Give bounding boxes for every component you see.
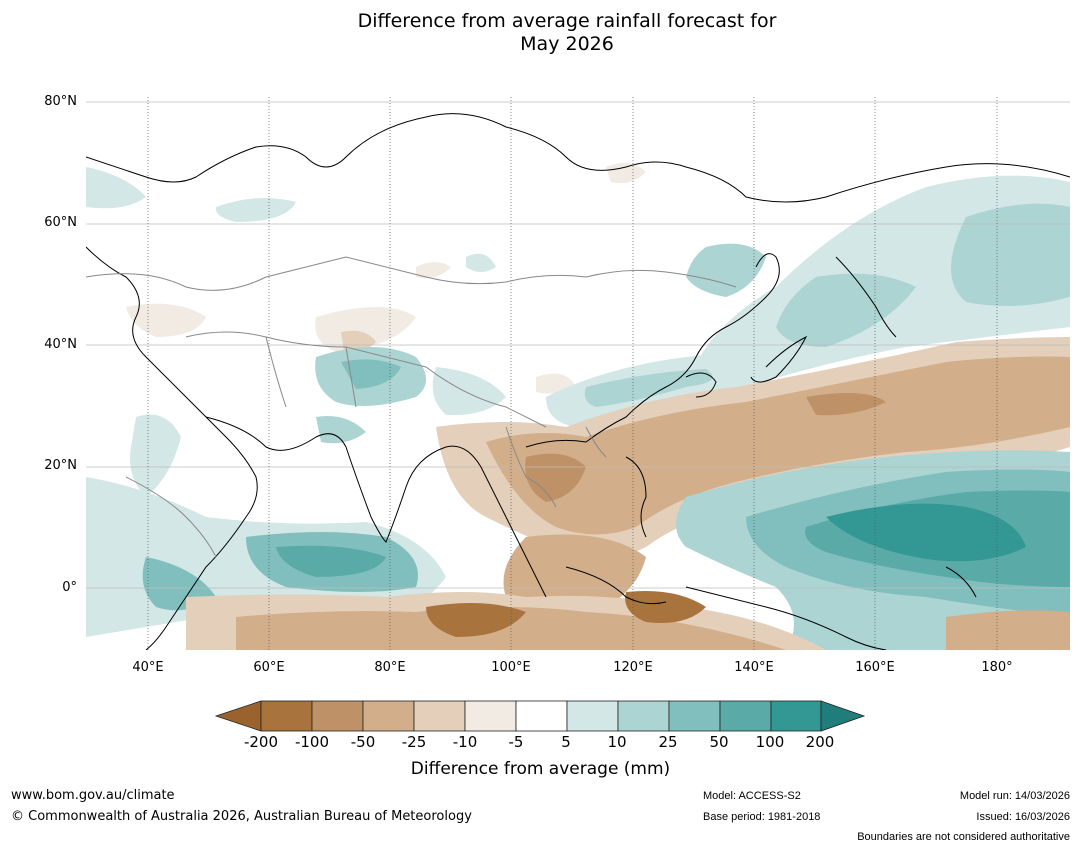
copyright-text: © Commonwealth of Australia 2026, Austra… [11, 809, 472, 824]
boundary-disclaimer: Boundaries are not considered authoritat… [857, 831, 1070, 843]
lon-label-100e: 100°E [491, 660, 531, 675]
colorbar-tick-50: 50 [709, 733, 729, 751]
map-canvas [86, 97, 1070, 650]
colorbar-tick-minus-5: -5 [508, 733, 524, 751]
graticule [86, 97, 1070, 650]
colorbar-swatch-100-50 [311, 700, 364, 732]
colorbar-tick-5: 5 [561, 733, 571, 751]
lon-label-120e: 120°E [613, 660, 653, 675]
northern-anomaly-shading [86, 163, 1070, 392]
title-line-1: Difference from average rainfall forecas… [357, 10, 777, 32]
lat-label-equator: 0° [62, 580, 77, 595]
rainfall-anomaly-map [86, 97, 1070, 650]
coastlines [86, 113, 1070, 650]
lon-label-140e: 140°E [734, 660, 774, 675]
colorbar-tick-minus-25: -25 [401, 733, 427, 751]
country-boundaries [86, 256, 737, 558]
colorbar-tick-200: 200 [805, 733, 835, 751]
colorbar-tick-25: 25 [658, 733, 678, 751]
colorbar-swatch-25-50 [668, 700, 721, 732]
lat-label-40n: 40°N [44, 337, 77, 352]
lat-label-80n: 80°N [44, 94, 77, 109]
lon-label-160e: 160°E [855, 660, 895, 675]
east-asia-wet-band [546, 353, 786, 427]
lon-label-40e: 40°E [132, 660, 164, 675]
model-name: Model: ACCESS-S2 [703, 790, 801, 802]
colorbar-swatch-10-25 [617, 700, 670, 732]
map-title: Difference from average rainfall forecas… [0, 10, 1081, 56]
title-line-2: May 2026 [520, 33, 614, 55]
colorbar-swatch-above-200 [820, 700, 866, 732]
colorbar-tick-minus-10: -10 [452, 733, 478, 751]
colorbar-swatch-50-25 [362, 700, 415, 732]
colorbar-tick-minus-50: -50 [350, 733, 376, 751]
colorbar-swatch-5-5 [515, 700, 568, 732]
base-period: Base period: 1981-2018 [703, 811, 821, 823]
colorbar-swatch-25-10 [413, 700, 466, 732]
lon-label-80e: 80°E [374, 660, 406, 675]
issued-date: Issued: 16/03/2026 [976, 811, 1070, 823]
colorbar-swatch-100-200 [770, 700, 822, 732]
lat-label-60n: 60°N [44, 215, 77, 230]
lon-label-60e: 60°E [253, 660, 285, 675]
colorbar-tick-100: 100 [755, 733, 785, 751]
website-link[interactable]: www.bom.gov.au/climate [11, 788, 175, 803]
lon-label-180: 180° [981, 660, 1013, 675]
colorbar [214, 700, 866, 732]
colorbar-swatch-5-10 [566, 700, 619, 732]
colorbar-title: Difference from average (mm) [410, 759, 671, 779]
lat-label-20n: 20°N [44, 458, 77, 473]
colorbar-tick-10: 10 [607, 733, 627, 751]
colorbar-swatch-10-5 [464, 700, 517, 732]
model-run-date: Model run: 14/03/2026 [959, 790, 1070, 802]
tropical-wet-shading [86, 450, 1070, 650]
colorbar-swatch-below-200 [214, 700, 262, 732]
colorbar-swatch-50-100 [719, 700, 772, 732]
tibet-wet-shading [130, 347, 506, 497]
colorbar-tick-minus-100: -100 [294, 733, 330, 751]
colorbar-swatch-200-100 [260, 700, 313, 732]
colorbar-tick-minus-200: -200 [243, 733, 279, 751]
